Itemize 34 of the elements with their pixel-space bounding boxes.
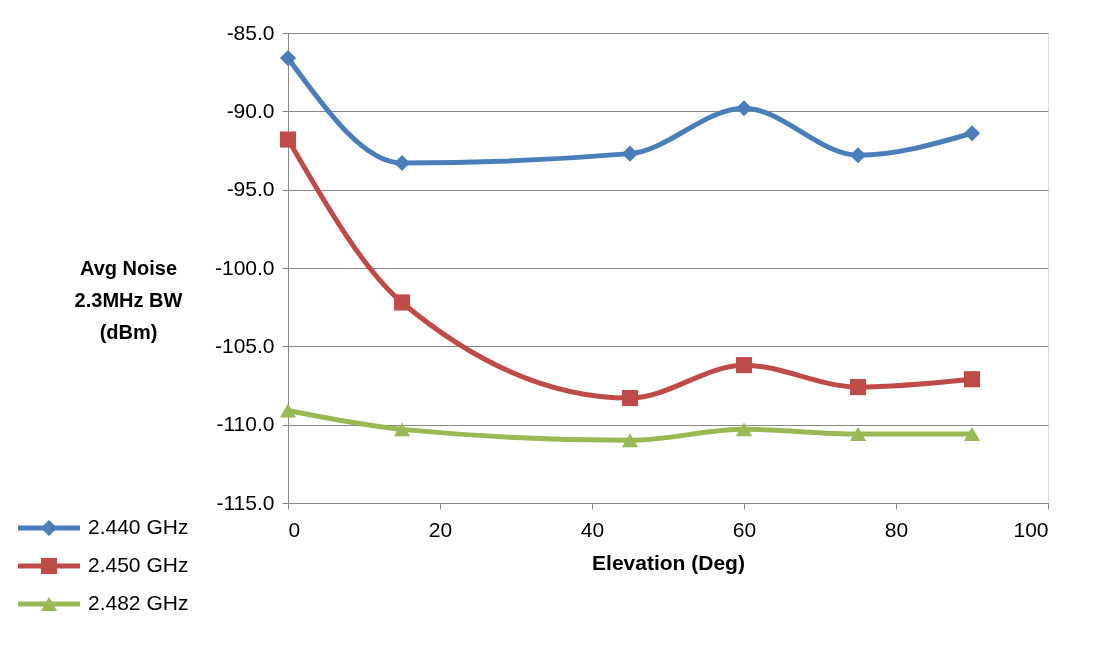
point (279, 403, 297, 418)
y-tick-label: -115.0 (216, 490, 275, 514)
legend-label: 2.450 GHz (88, 553, 189, 576)
y-tick-label: -100.0 (214, 255, 275, 279)
point (735, 422, 753, 437)
point (849, 427, 867, 442)
y-tick-label: -90.0 (226, 98, 275, 122)
y-axis-title: Avg Noise 2.3MHz BW (dBm) (74, 256, 183, 343)
point (621, 145, 639, 162)
x-tick-label: 40 (580, 517, 605, 541)
point (735, 100, 753, 117)
point (393, 422, 411, 437)
point (963, 125, 981, 142)
point (279, 50, 297, 67)
point (621, 433, 639, 448)
y-tick-label: -105.0 (214, 333, 275, 357)
legend-label: 2.440 GHz (88, 515, 189, 538)
x-tick-label: 20 (428, 517, 453, 541)
y-tick-label: -95.0 (226, 177, 275, 201)
point (735, 357, 753, 374)
x-tick-label: 0 (288, 517, 301, 541)
point (963, 427, 981, 442)
point (279, 131, 297, 148)
x-axis-title: Elevation (Deg) (592, 550, 745, 574)
y-tick-label: -110.0 (216, 412, 275, 436)
x-tick-label: 80 (884, 517, 909, 541)
x-tick-label: 100 (1013, 517, 1049, 541)
point (393, 294, 411, 311)
point (963, 371, 981, 388)
y-tick-label: -85.0 (226, 20, 275, 44)
point (849, 379, 867, 396)
point (621, 389, 639, 407)
legend-label: 2.482 GHz (88, 591, 189, 614)
x-tick-label: 60 (732, 517, 757, 541)
